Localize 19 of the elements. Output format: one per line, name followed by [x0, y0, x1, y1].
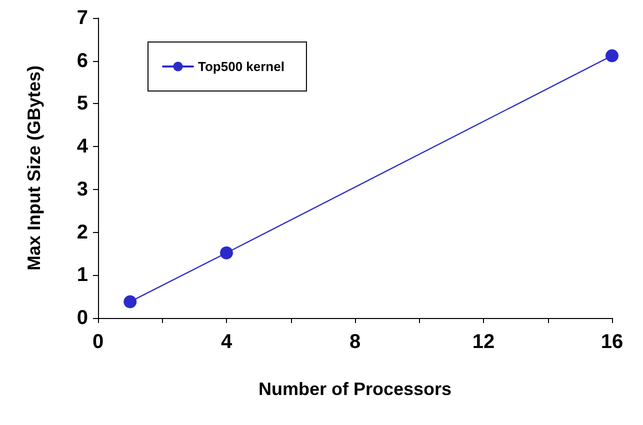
- legend-label: Top500 kernel: [198, 59, 284, 74]
- x-tick-label: 8: [349, 331, 361, 353]
- x-tick-label: 4: [220, 331, 233, 353]
- y-axis-title: Max Input Size (GBytes): [24, 65, 44, 271]
- y-tick-label: 4: [76, 136, 89, 158]
- x-tick-label: 16: [600, 331, 624, 353]
- point: [606, 49, 618, 62]
- y-tick-label: 5: [76, 92, 88, 115]
- point: [220, 246, 233, 260]
- x-axis-title: Number of Processors: [258, 379, 452, 399]
- y-tick-label: 2: [76, 221, 88, 244]
- y-tick-label: 0: [76, 307, 88, 329]
- y-tick-label: 7: [76, 7, 88, 29]
- y-tick-label: 3: [76, 178, 88, 200]
- y-tick-label: 1: [76, 264, 88, 286]
- y-tick-label: 6: [76, 50, 88, 72]
- point: [124, 295, 137, 308]
- x-tick-label: 12: [472, 331, 495, 353]
- x-tick-label: 0: [92, 331, 104, 353]
